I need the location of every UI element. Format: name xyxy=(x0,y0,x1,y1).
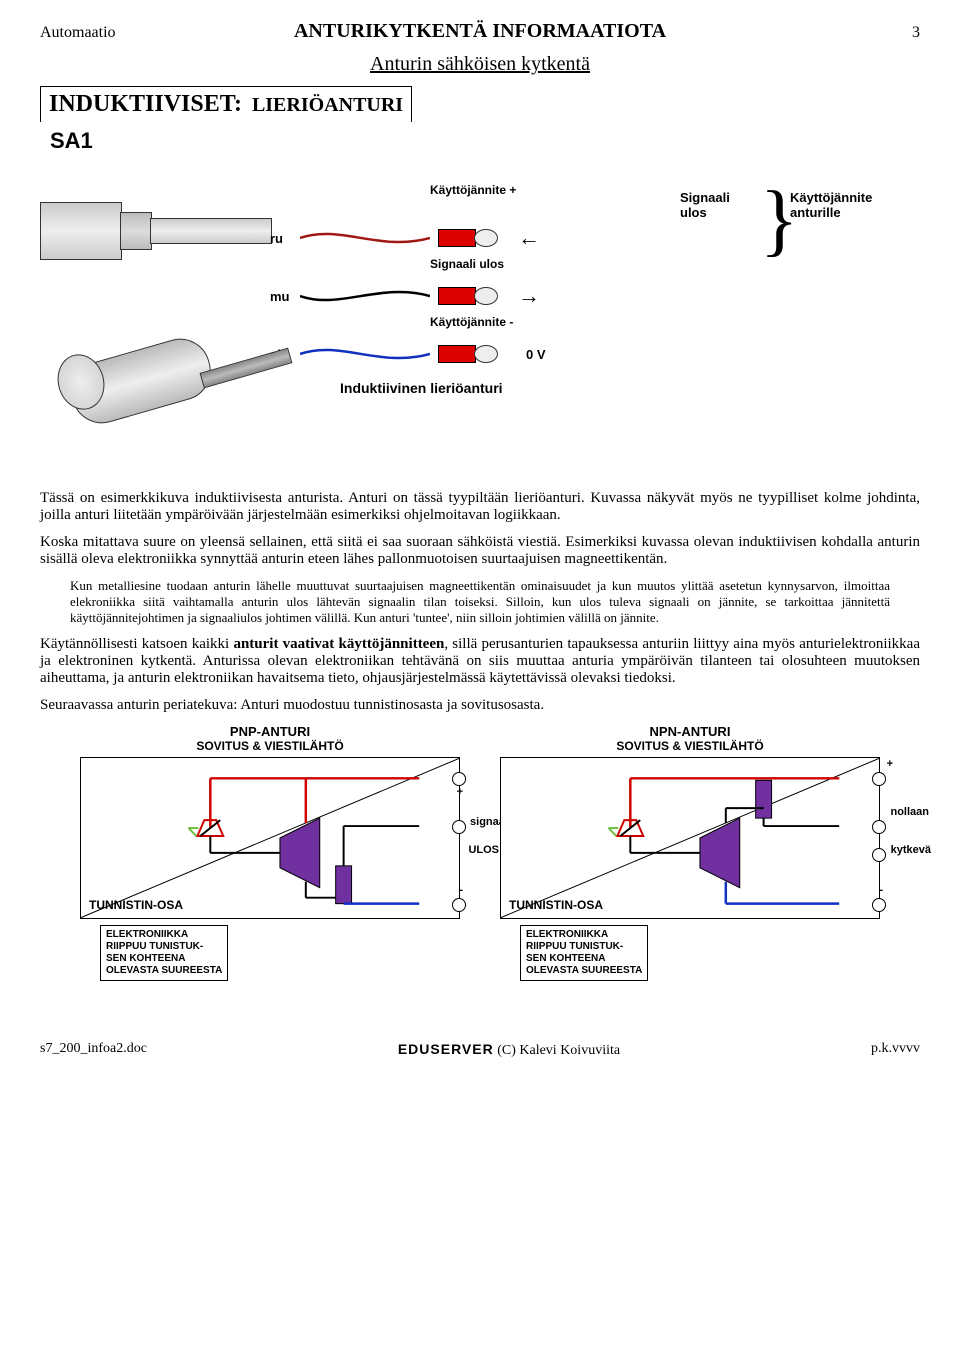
p4a: Käytännöllisesti katsoen kaikki xyxy=(40,636,233,652)
tunnistin-label-npn: TUNNISTIN-OSA xyxy=(509,898,603,912)
minus-label-npn: - xyxy=(879,884,883,896)
connector-ru xyxy=(438,229,498,247)
wiring-diagram: Käyttöjännite + ru ← Signaali ulos mu → … xyxy=(40,160,920,460)
wire-mu-label: mu xyxy=(270,289,300,304)
npn-circuit: NPN-ANTURI SOVITUS & VIESTILÄHTÖ xyxy=(500,724,880,981)
signal-label: Signaali xyxy=(680,190,730,205)
ulos-label-pnp: ULOS xyxy=(468,844,499,856)
terminal-minus-npn xyxy=(872,898,886,912)
sensor-cable xyxy=(150,218,272,244)
diagram-caption: Induktiivinen lieriöanturi xyxy=(340,380,503,396)
kytkeva-label: kytkevä xyxy=(891,844,931,856)
terminal-nollaan xyxy=(872,820,886,834)
terminal-plus xyxy=(452,772,466,786)
terminal-kytkeva xyxy=(872,848,886,862)
sensor-id: SA1 xyxy=(50,128,920,154)
wire-si xyxy=(300,344,430,364)
plus-label: + xyxy=(457,786,463,798)
paragraph-2: Koska mitattava suure on yleensä sellain… xyxy=(40,534,920,568)
npn-title: NPN-ANTURI xyxy=(500,724,880,739)
page-header: Automaatio ANTURIKYTKENTÄ INFORMAATIOTA … xyxy=(40,20,920,43)
kj-label: Käyttöjännite xyxy=(790,190,890,205)
title-box: INDUKTIIVISET: LIERIÖANTURI xyxy=(40,86,412,122)
title-main: INDUKTIIVISET: xyxy=(49,91,242,117)
wire-mu-text: Signaali ulos xyxy=(430,257,504,271)
npn-schematic xyxy=(501,758,879,918)
header-title: ANTURIKYTKENTÄ INFORMAATIOTA xyxy=(260,20,700,43)
paragraph-1: Tässä on esimerkkikuva induktiivisesta a… xyxy=(40,490,920,524)
paragraph-4: Käytännöllisesti katsoen kaikki anturit … xyxy=(40,636,920,687)
pnp-schematic xyxy=(81,758,459,918)
npn-sub: SOVITUS & VIESTILÄHTÖ xyxy=(500,739,880,753)
page-footer: s7_200_infoa2.doc EDUSERVER (C) Kalevi K… xyxy=(40,1041,920,1059)
terminal-plus-npn xyxy=(872,772,886,786)
wire-mu xyxy=(300,286,430,306)
ant-label: anturille xyxy=(790,205,890,220)
brace-label: Käyttöjännite anturille xyxy=(790,190,890,220)
plus-label-npn: + xyxy=(887,758,893,770)
connector-si xyxy=(438,345,498,363)
paragraph-3: Kun metalliesine tuodaan anturin lähelle… xyxy=(70,578,890,626)
footer-center: EDUSERVER (C) Kalevi Koivuviita xyxy=(398,1041,620,1059)
pnp-circuit: PNP-ANTURI SOVITUS & VIESTILÄHTÖ xyxy=(80,724,460,981)
page-number: 3 xyxy=(700,24,920,42)
circuit-diagrams: PNP-ANTURI SOVITUS & VIESTILÄHTÖ xyxy=(40,724,920,981)
title-sub: LIERIÖANTURI xyxy=(252,94,403,116)
p4b: anturit vaativat käyttöjännitteen xyxy=(233,636,444,652)
pnp-box: + signaali ULOS - TUNNISTIN-OSA xyxy=(80,757,460,919)
sensor-tip xyxy=(120,212,152,250)
elek-box-npn: ELEKTRONIIKKA RIIPPUU TUNISTUK- SEN KOHT… xyxy=(520,925,648,981)
wire-ru-label: ru xyxy=(270,231,300,246)
wire-group: Käyttöjännite + ru ← Signaali ulos mu → … xyxy=(270,190,546,370)
subtitle: Anturin sähköisen kytkentä xyxy=(40,53,920,76)
elek-box-pnp: ELEKTRONIIKKA RIIPPUU TUNISTUK- SEN KOHT… xyxy=(100,925,228,981)
header-left: Automaatio xyxy=(40,24,260,42)
tunnistin-label: TUNNISTIN-OSA xyxy=(89,898,183,912)
nollaan-label: nollaan xyxy=(890,806,929,818)
sensor-body xyxy=(40,202,122,260)
wire-mu-text2: Käyttöjännite - xyxy=(430,315,513,329)
terminal-minus xyxy=(452,898,466,912)
ulos-label: ulos xyxy=(680,205,730,220)
terminal-signal xyxy=(452,820,466,834)
wire-ru-text: Käyttöjännite + xyxy=(430,183,516,197)
zero-v: 0 V xyxy=(526,347,546,362)
signal-out-label: Signaali ulos xyxy=(680,190,730,220)
pnp-sub: SOVITUS & VIESTILÄHTÖ xyxy=(80,739,460,753)
wire-ru xyxy=(300,228,430,248)
npn-box: + nollaan kytkevä - TUNNISTIN-OSA xyxy=(500,757,880,919)
footer-left: s7_200_infoa2.doc xyxy=(40,1041,147,1059)
footer-copyright: (C) Kalevi Koivuviita xyxy=(494,1043,620,1058)
paragraph-5: Seuraavassa anturin periatekuva: Anturi … xyxy=(40,697,920,714)
footer-right: p.k.vvvv xyxy=(871,1041,920,1059)
footer-brand: EDUSERVER xyxy=(398,1041,494,1057)
connector-mu xyxy=(438,287,498,305)
cylindrical-sensor xyxy=(70,350,212,412)
minus-label: - xyxy=(459,884,463,896)
pnp-title: PNP-ANTURI xyxy=(80,724,460,739)
